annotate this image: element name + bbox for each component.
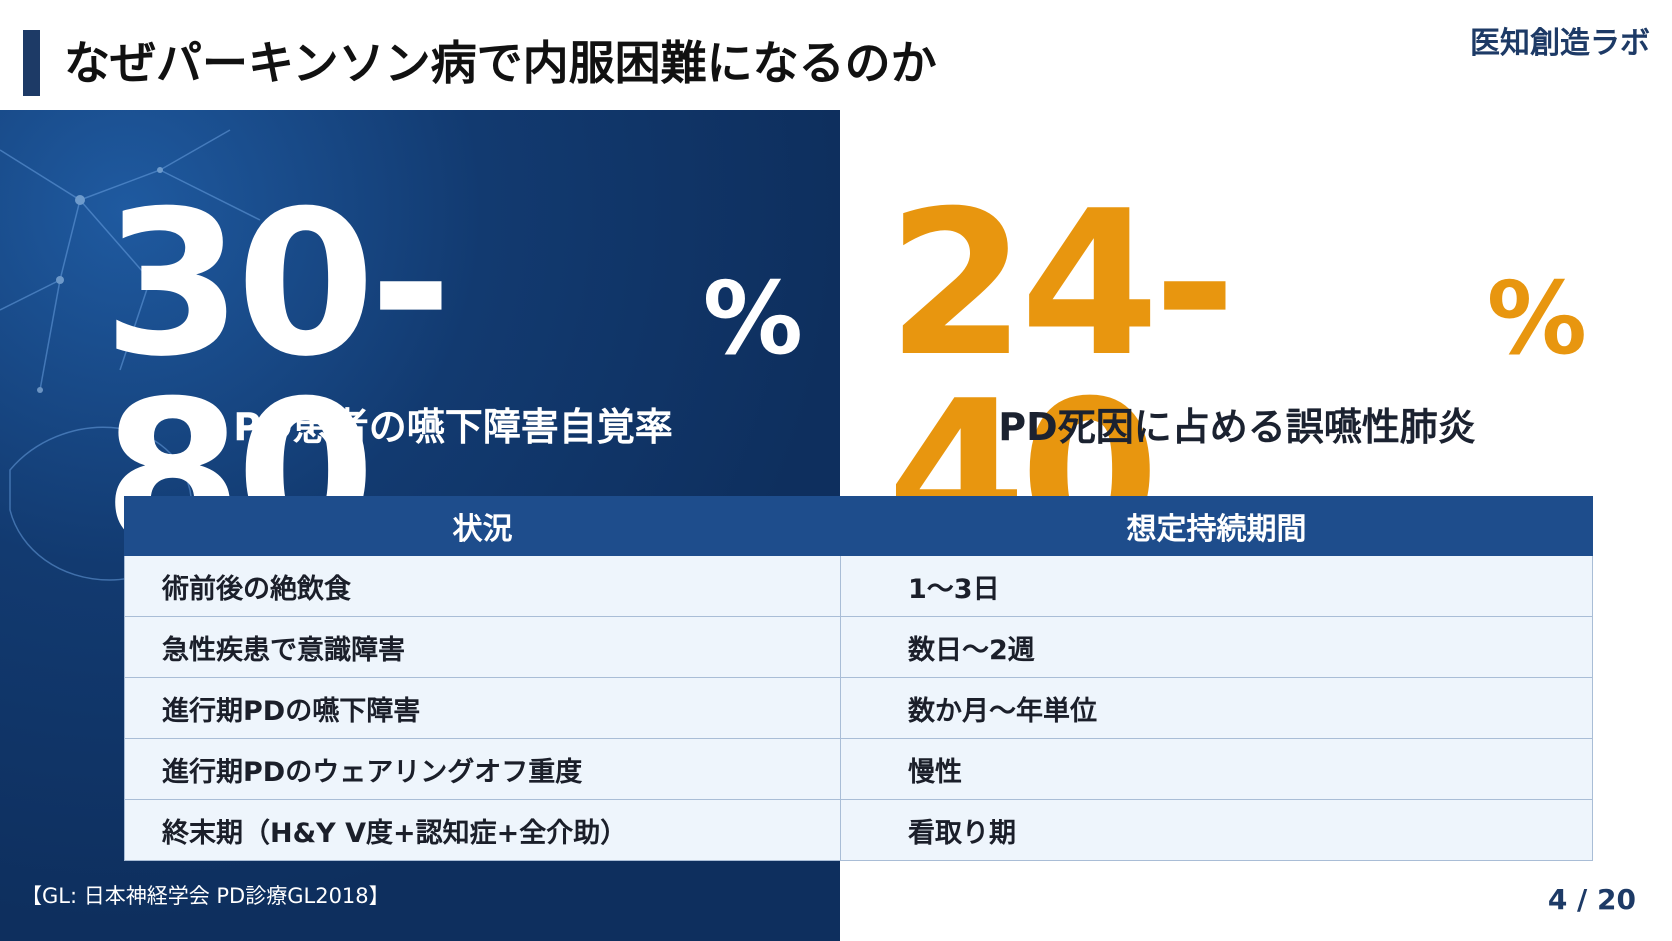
table-header: 状況 想定持続期間: [124, 496, 1593, 556]
slide-title: なぜパーキンソン病で内服困難になるのか: [64, 36, 937, 90]
stat-label: PD死因に占める誤嚥性肺炎: [998, 405, 1476, 449]
brand: 医知創造ラボ: [1470, 26, 1650, 61]
table-row: 術前後の絶飲食 1〜3日: [124, 555, 1593, 617]
table-cell: 数日〜2週: [840, 616, 1593, 678]
column-header: 状況: [124, 496, 841, 556]
table-row: 急性疾患で意識障害 数日〜2週: [124, 616, 1593, 678]
title-accent: [23, 30, 40, 96]
duration-table: 状況 想定持続期間 術前後の絶飲食 1〜3日 急性疾患で意識障害 数日〜2週 進行期PDの…: [124, 496, 1593, 861]
table-row: 進行期PDのウェアリングオフ重度 慢性: [124, 738, 1593, 800]
source-note: 【GL: 日本神経学会 PD診療GL2018】: [21, 884, 390, 908]
table-cell: 進行期PDのウェアリングオフ重度: [124, 738, 841, 800]
table-cell: 終末期（H&Y V度+認知症+全介助）: [124, 799, 841, 861]
table-cell: 数か月〜年単位: [840, 677, 1593, 739]
table-cell: 進行期PDの嚥下障害: [124, 677, 841, 739]
stat-unit: %: [1486, 260, 1587, 377]
table-cell: 看取り期: [840, 799, 1593, 861]
table-row: 終末期（H&Y V度+認知症+全介助） 看取り期: [124, 799, 1593, 861]
table-row: 進行期PDの嚥下障害 数か月〜年単位: [124, 677, 1593, 739]
stat-label: PD患者の嚥下障害自覚率: [233, 405, 673, 449]
table-body: 術前後の絶飲食 1〜3日 急性疾患で意識障害 数日〜2週 進行期PDの嚥下障害 数か月〜年…: [124, 555, 1593, 861]
stat-value: 30-80%: [103, 185, 803, 575]
column-header: 想定持続期間: [840, 496, 1593, 556]
stat-value: 24-40%: [887, 185, 1587, 575]
table-cell: 術前後の絶飲食: [124, 555, 841, 617]
page-number: 4 / 20: [1547, 883, 1636, 916]
stat-unit: %: [702, 260, 803, 377]
table-cell: 急性疾患で意識障害: [124, 616, 841, 678]
table-cell: 1〜3日: [840, 555, 1593, 617]
table-cell: 慢性: [840, 738, 1593, 800]
